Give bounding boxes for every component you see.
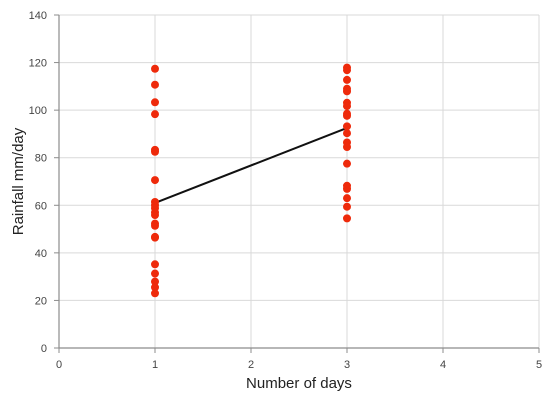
data-point	[151, 277, 159, 286]
data-point	[343, 129, 351, 138]
data-point	[151, 269, 159, 278]
data-point	[343, 159, 351, 168]
data-point	[151, 289, 159, 298]
data-point	[151, 110, 159, 119]
x-tick-label: 4	[440, 359, 446, 371]
data-point	[343, 87, 351, 96]
data-point	[151, 233, 159, 242]
data-point	[151, 176, 159, 185]
y-tick-label: 60	[35, 200, 47, 212]
x-tick-label: 0	[56, 359, 62, 371]
data-point	[151, 221, 159, 230]
x-tick-label: 2	[248, 359, 254, 371]
data-point	[343, 66, 351, 75]
data-point	[151, 260, 159, 269]
x-tick-label: 1	[152, 359, 158, 371]
data-point	[343, 143, 351, 152]
data-point	[343, 122, 351, 131]
data-point	[343, 102, 351, 111]
data-point	[151, 283, 159, 292]
y-axis-title: Rainfall mm/day	[10, 127, 27, 235]
data-point	[151, 211, 159, 220]
data-point	[343, 111, 351, 120]
x-tick-label: 5	[536, 359, 542, 371]
data-point	[343, 202, 351, 211]
y-tick-label: 80	[35, 153, 47, 165]
trend-line	[154, 127, 348, 204]
x-tick-label: 3	[344, 359, 350, 371]
y-tick-label: 0	[41, 343, 47, 355]
y-tick-label: 100	[29, 105, 47, 117]
data-point	[343, 194, 351, 203]
plot-background	[59, 15, 539, 348]
data-point	[343, 184, 351, 193]
y-tick-label: 140	[29, 10, 47, 22]
data-point	[151, 80, 159, 89]
y-tick-label: 120	[29, 58, 47, 70]
data-point	[151, 64, 159, 73]
data-point	[151, 98, 159, 107]
data-point	[151, 147, 159, 156]
data-point	[343, 214, 351, 223]
y-tick-label: 20	[35, 295, 47, 307]
y-tick-label: 40	[35, 248, 47, 260]
x-axis-title: Number of days	[246, 375, 352, 392]
data-point	[343, 75, 351, 84]
